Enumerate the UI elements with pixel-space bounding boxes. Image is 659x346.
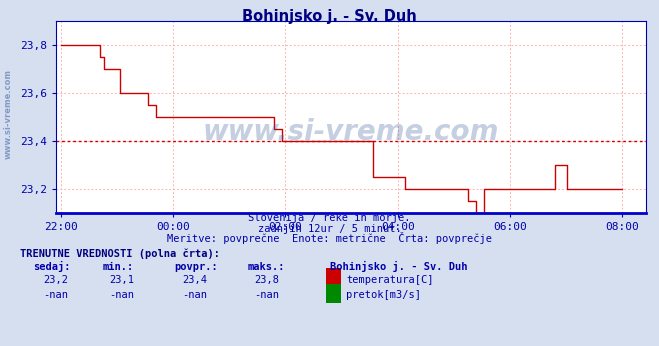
Text: TRENUTNE VREDNOSTI (polna črta):: TRENUTNE VREDNOSTI (polna črta):: [20, 248, 219, 259]
Text: -nan: -nan: [182, 290, 207, 300]
Text: sedaj:: sedaj:: [33, 261, 71, 272]
Text: 23,8: 23,8: [254, 275, 279, 285]
Text: Bohinjsko j. - Sv. Duh: Bohinjsko j. - Sv. Duh: [242, 9, 417, 24]
Text: -nan: -nan: [109, 290, 134, 300]
Text: www.si-vreme.com: www.si-vreme.com: [4, 69, 13, 159]
Text: povpr.:: povpr.:: [175, 262, 218, 272]
Text: 23,4: 23,4: [182, 275, 207, 285]
Text: Slovenija / reke in morje.: Slovenija / reke in morje.: [248, 213, 411, 224]
Text: zadnjih 12ur / 5 minut.: zadnjih 12ur / 5 minut.: [258, 224, 401, 234]
Text: Bohinjsko j. - Sv. Duh: Bohinjsko j. - Sv. Duh: [330, 261, 467, 272]
Text: pretok[m3/s]: pretok[m3/s]: [346, 290, 421, 300]
Text: temperatura[C]: temperatura[C]: [346, 275, 434, 285]
Text: www.si-vreme.com: www.si-vreme.com: [203, 118, 499, 146]
Text: 23,2: 23,2: [43, 275, 69, 285]
Text: 23,1: 23,1: [109, 275, 134, 285]
Text: maks.:: maks.:: [247, 262, 285, 272]
Text: min.:: min.:: [102, 262, 133, 272]
Text: -nan: -nan: [254, 290, 279, 300]
Text: Meritve: povprečne  Enote: metrične  Črta: povprečje: Meritve: povprečne Enote: metrične Črta:…: [167, 232, 492, 244]
Text: -nan: -nan: [43, 290, 69, 300]
